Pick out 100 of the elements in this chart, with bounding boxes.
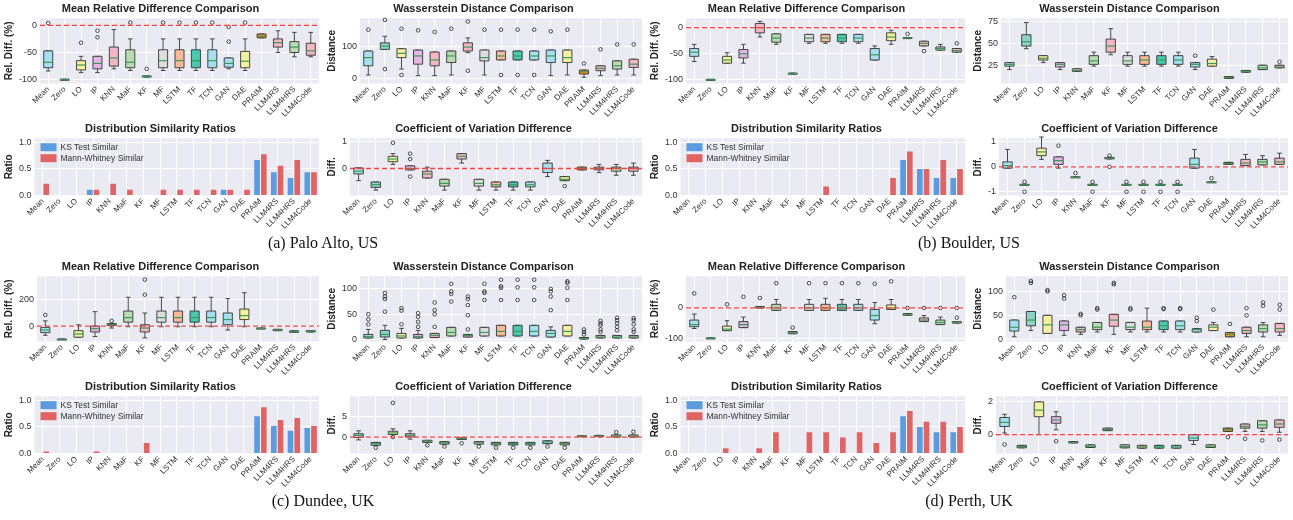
y-tick-label: 0: [341, 162, 348, 173]
y-axis-title: Rel. Diff. (%): [648, 21, 660, 81]
y-tick-label: 1: [990, 136, 996, 147]
bar: [823, 432, 829, 454]
x-tick-label: MF: [1113, 454, 1128, 470]
text: (b) Boulder, US: [917, 234, 1020, 251]
y-tick-label: 75: [988, 16, 999, 27]
x-tick-label: KF: [457, 84, 471, 99]
x-tick-label: IP: [84, 454, 97, 467]
y-tick-label: 0: [352, 334, 358, 344]
y-axis-title: Diff.: [325, 156, 337, 177]
x-tick-label: LO: [382, 454, 396, 469]
x-tick-label: TF: [1151, 84, 1165, 98]
chart-title: Distribution Similarity Ratios: [731, 121, 882, 134]
y-axis-title: Distance: [325, 29, 337, 72]
bar: [110, 183, 117, 196]
y-tick-label: 0.5: [665, 163, 678, 174]
legend-label: Mann-Whitney Similar: [60, 410, 144, 421]
x-tick-label: LO: [65, 454, 80, 469]
text: (d) Perth, UK: [925, 492, 1013, 509]
x-tick-label: TF: [831, 84, 845, 98]
x-tick-label: IP: [409, 84, 422, 97]
x-tick-label: LO: [716, 342, 731, 357]
y-tick-label: 0.0: [19, 448, 32, 459]
x-tick-label: LO: [70, 84, 85, 99]
legend-label: KS Test Similar: [706, 141, 765, 152]
bar: [890, 432, 896, 454]
x-tick-label: IP: [86, 342, 99, 355]
x-tick-label: MF: [149, 342, 165, 358]
bar: [823, 186, 829, 196]
y-tick-label: 1.0: [665, 136, 678, 147]
y-tick-label: 0: [32, 19, 38, 30]
x-tick-label: TF: [831, 342, 845, 356]
x-tick-label: KF: [778, 454, 793, 469]
x-tick-label: KF: [451, 196, 465, 211]
x-tick-label: IP: [1051, 84, 1064, 97]
bar: [254, 416, 260, 454]
x-tick-label: LO: [67, 342, 82, 357]
bar: [86, 189, 93, 196]
y-tick-label: 1: [341, 135, 348, 146]
x-tick-label: TF: [502, 454, 517, 468]
y-tick-label: -1: [987, 186, 996, 197]
x-tick-label: MF: [794, 196, 810, 212]
y-tick-label: 0: [352, 73, 358, 84]
x-tick-label: KF: [782, 342, 796, 357]
x-tick-label: MF: [467, 196, 482, 212]
bar: [270, 425, 277, 454]
y-tick-label: 0: [987, 429, 994, 440]
legend-label: KS Test Similar: [706, 399, 765, 410]
x-tick-label: TF: [183, 454, 197, 468]
y-tick-label: 50: [347, 308, 358, 319]
bar: [773, 432, 779, 454]
x-tick-label: KF: [1103, 342, 1117, 357]
text: (a) Palo Alto, US: [267, 234, 379, 251]
legend-label: KS Test Similar: [60, 141, 119, 152]
bar: [294, 417, 301, 454]
y-axis-title: Ratio: [648, 412, 660, 438]
bar: [260, 154, 267, 196]
bar: [906, 411, 913, 454]
x-tick-label: LO: [1030, 196, 1045, 211]
y-axis-title: Distance: [325, 287, 337, 330]
x-tick-label: KF: [134, 342, 148, 357]
x-tick-label: LO: [1032, 84, 1047, 99]
x-tick-label: TF: [507, 84, 521, 98]
bar: [311, 172, 317, 196]
x-tick-label: MF: [794, 454, 810, 470]
chart-title: Mean Relative Difference Comparison: [61, 1, 260, 14]
bar: [916, 426, 923, 454]
y-axis-title: Ratio: [2, 412, 14, 438]
x-tick-label: MF: [148, 196, 164, 212]
bar: [127, 189, 133, 196]
bar: [906, 151, 913, 196]
chart-title: Wasserstein Distance Comparison: [1039, 259, 1221, 272]
x-tick-label: IP: [1055, 342, 1068, 355]
bar: [244, 189, 250, 196]
bar: [957, 168, 963, 196]
x-tick-label: KF: [132, 454, 147, 469]
bar: [890, 178, 896, 196]
bar: [304, 172, 311, 196]
y-tick-label: 0.0: [665, 448, 678, 459]
x-tick-label: IP: [88, 84, 101, 97]
chart-title: Coefficient of Variation Difference: [1041, 379, 1218, 392]
x-tick-label: LO: [390, 84, 405, 99]
y-tick-label: 5: [341, 410, 348, 421]
x-tick-label: MF: [472, 84, 488, 100]
x-tick-label: MF: [797, 84, 813, 100]
x-tick-label: LO: [716, 84, 731, 99]
x-tick-label: KF: [132, 196, 147, 211]
chart-title: Distribution Similarity Ratios: [731, 379, 882, 392]
y-tick-label: 0.5: [19, 421, 32, 432]
x-tick-label: KF: [1098, 196, 1113, 211]
y-tick-label: 0: [990, 161, 996, 172]
legend-label: KS Test Similar: [60, 399, 119, 410]
y-tick-label: 50: [988, 37, 999, 48]
y-axis-title: Rel. Diff. (%): [2, 21, 14, 81]
bar: [722, 448, 729, 454]
x-tick-label: TF: [1148, 454, 1163, 468]
y-tick-label: 100: [341, 283, 358, 294]
y-axis-title: Rel. Diff. (%): [648, 279, 660, 339]
x-tick-label: TF: [507, 342, 521, 356]
